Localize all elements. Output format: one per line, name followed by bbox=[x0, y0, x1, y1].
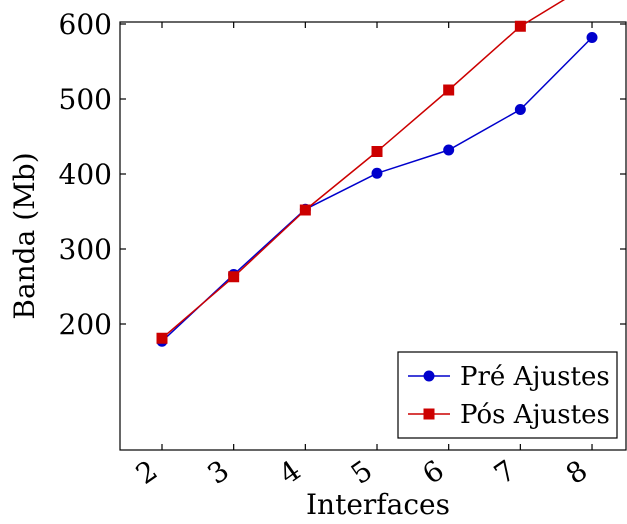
series-1-point bbox=[443, 144, 455, 156]
x-tick-label: 7 bbox=[488, 454, 522, 491]
legend-label-1: Pré Ajustes bbox=[460, 362, 610, 392]
y-tick-label: 600 bbox=[59, 8, 112, 41]
series-2-point bbox=[156, 332, 168, 344]
series-2-point bbox=[371, 146, 383, 157]
legend: Pré Ajustes Pós Ajustes bbox=[397, 351, 618, 439]
x-tick-label: 6 bbox=[416, 454, 450, 491]
y-tick-label: 400 bbox=[59, 158, 112, 191]
x-tick-label: 3 bbox=[201, 454, 235, 491]
legend-box bbox=[397, 351, 618, 439]
series-2-point bbox=[228, 271, 240, 283]
legend-marker-1 bbox=[423, 370, 435, 382]
series-2-point bbox=[514, 20, 526, 32]
y-tick-label: 200 bbox=[59, 308, 112, 341]
legend-label-2: Pós Ajustes bbox=[460, 400, 610, 430]
series-2-point bbox=[299, 204, 311, 216]
y-axis-label: Banda (Mb) bbox=[8, 152, 41, 319]
y-tick-label: 300 bbox=[59, 233, 112, 266]
x-tick-label: 8 bbox=[560, 454, 594, 491]
x-axis-label: Interfaces bbox=[306, 488, 450, 521]
legend-marker-2 bbox=[423, 408, 435, 420]
series-1-point bbox=[371, 167, 383, 179]
x-tick-label: 5 bbox=[345, 454, 379, 491]
plot-border bbox=[119, 21, 627, 451]
series-1-point bbox=[514, 104, 526, 115]
y-tick-label: 500 bbox=[59, 83, 112, 116]
x-tick-label: 4 bbox=[273, 454, 307, 491]
plot-frame bbox=[119, 21, 627, 451]
series-2-point bbox=[443, 84, 455, 96]
x-tick-label: 2 bbox=[130, 454, 164, 491]
series-line-1 bbox=[161, 36, 593, 342]
series-1-point bbox=[586, 32, 598, 43]
series-layer bbox=[156, 0, 598, 347]
y-axis-ticks: 200300400500600700 bbox=[59, 8, 626, 341]
